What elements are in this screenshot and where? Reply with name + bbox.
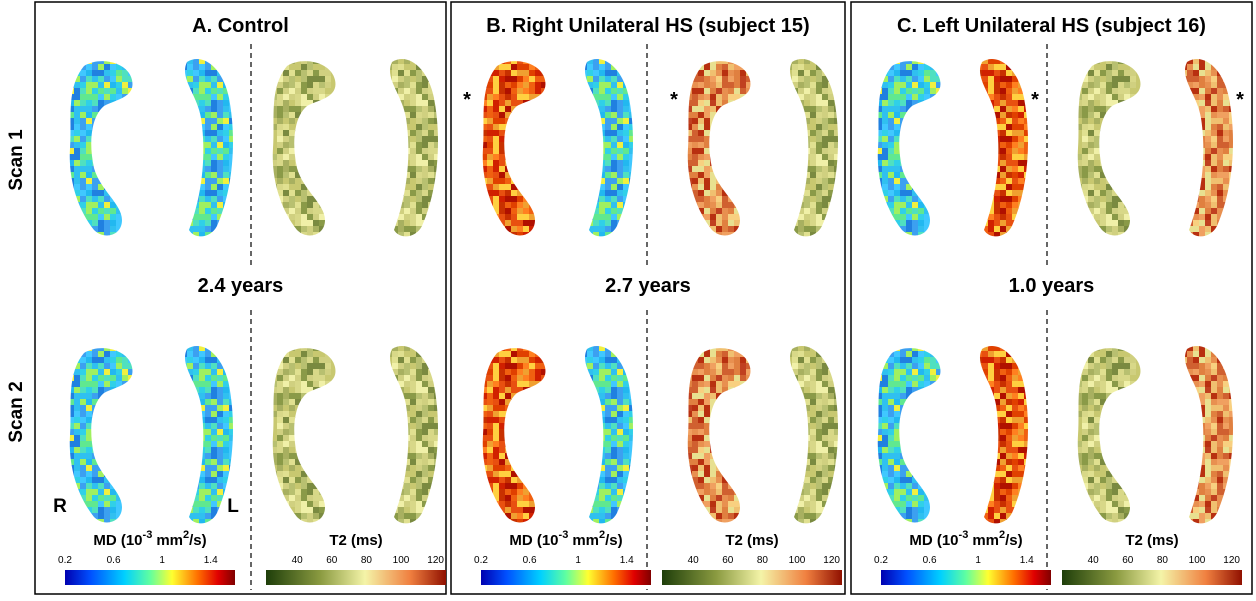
label-part: /s)	[605, 532, 623, 549]
colorbar-tick: 0.2	[474, 555, 488, 566]
colorbar-tick: 0.2	[874, 555, 888, 566]
colorbar-tick: 0.2	[58, 555, 72, 566]
colorbar	[662, 570, 842, 585]
hippocampus-map	[790, 59, 838, 236]
label-part: -3	[959, 529, 969, 541]
colorbar-tick: 1	[575, 555, 581, 566]
colorbar-tick: 0.6	[923, 555, 937, 566]
colorbar-tick: 1	[975, 555, 981, 566]
hippocampus-map	[688, 61, 751, 235]
label-part: /s)	[1005, 532, 1023, 549]
hippocampus-map	[980, 59, 1028, 236]
label-part: MD (10	[909, 532, 958, 549]
hippocampus-map	[185, 59, 233, 236]
label-part: mm	[972, 532, 999, 549]
hippocampus-map	[483, 61, 546, 235]
side-label: R	[53, 496, 67, 517]
colorbar-title: T2 (ms)	[329, 532, 382, 549]
hippocampus-map	[70, 348, 133, 522]
marker: *	[670, 89, 678, 111]
colorbar-tick: 120	[823, 555, 840, 566]
interval: 1.0 years	[1009, 275, 1095, 297]
colorbar-tick: 40	[688, 555, 700, 566]
colorbar-title: T2 (ms)	[725, 532, 778, 549]
colorbar-title: T2 (ms)	[1125, 532, 1178, 549]
row-label: Scan 1	[6, 129, 27, 191]
colorbar-tick: 100	[789, 555, 806, 566]
colorbar-tick: 120	[427, 555, 444, 566]
colorbar	[266, 570, 446, 585]
marker: *	[1236, 89, 1244, 111]
hippocampus-map	[483, 348, 546, 522]
hippocampus-map	[790, 346, 838, 523]
hippocampus-map	[585, 59, 633, 236]
colorbar-tick: 60	[326, 555, 338, 566]
colorbar-tick: 40	[1088, 555, 1100, 566]
colorbar-tick: 1.4	[1020, 555, 1034, 566]
colorbar-tick: 40	[292, 555, 304, 566]
colorbar-tick: 1.4	[204, 555, 218, 566]
colorbar	[881, 570, 1051, 585]
hippocampus-map	[1078, 61, 1141, 235]
colorbar-tick: 100	[1189, 555, 1206, 566]
colorbar-tick: 1.4	[620, 555, 634, 566]
panel-title: B. Right Unilateral HS (subject 15)	[486, 15, 809, 37]
colorbar-tick: 60	[1122, 555, 1134, 566]
marker: *	[1031, 89, 1039, 111]
colorbar-tick: 80	[757, 555, 769, 566]
hippocampus-map	[980, 346, 1028, 523]
label-part: MD (10	[509, 532, 558, 549]
hippocampus-map	[878, 348, 941, 522]
colorbar	[481, 570, 651, 585]
label-part: mm	[572, 532, 599, 549]
label-part: mm	[156, 532, 183, 549]
hippocampus-map	[1185, 59, 1233, 236]
colorbar-tick: 80	[361, 555, 373, 566]
colorbar-tick: 100	[393, 555, 410, 566]
hippocampus-map	[878, 61, 941, 235]
hippocampus-map	[390, 59, 438, 236]
hippocampus-map	[390, 346, 438, 523]
colorbar-tick: 1	[159, 555, 165, 566]
hippocampus-map	[70, 61, 133, 235]
colorbar-tick: 60	[722, 555, 734, 566]
hippocampus-map	[1185, 346, 1233, 523]
panel-title: A. Control	[192, 15, 289, 37]
side-label: L	[227, 496, 239, 517]
interval: 2.4 years	[198, 275, 284, 297]
colorbar-tick: 80	[1157, 555, 1169, 566]
colorbar	[65, 570, 235, 585]
panel-title: C. Left Unilateral HS (subject 16)	[897, 15, 1206, 37]
interval: 2.7 years	[605, 275, 691, 297]
colorbar-tick: 0.6	[523, 555, 537, 566]
colorbar	[1062, 570, 1242, 585]
hippocampus-map	[1078, 348, 1141, 522]
row-label: Scan 2	[6, 381, 27, 442]
figure: Scan 1 Scan 2 A. Control 2.4 years R L MD (1…	[0, 0, 1256, 596]
label-part: /s)	[189, 532, 207, 549]
label-part: -3	[559, 529, 569, 541]
label-part: MD (10	[93, 532, 142, 549]
hippocampus-map	[185, 346, 233, 523]
hippocampus-map	[273, 61, 336, 235]
colorbar-tick: 0.6	[107, 555, 121, 566]
hippocampus-map	[273, 348, 336, 522]
colorbar-tick: 120	[1223, 555, 1240, 566]
hippocampus-map	[688, 348, 751, 522]
hippocampus-map	[585, 346, 633, 523]
label-part: -3	[143, 529, 153, 541]
marker: *	[463, 89, 471, 111]
